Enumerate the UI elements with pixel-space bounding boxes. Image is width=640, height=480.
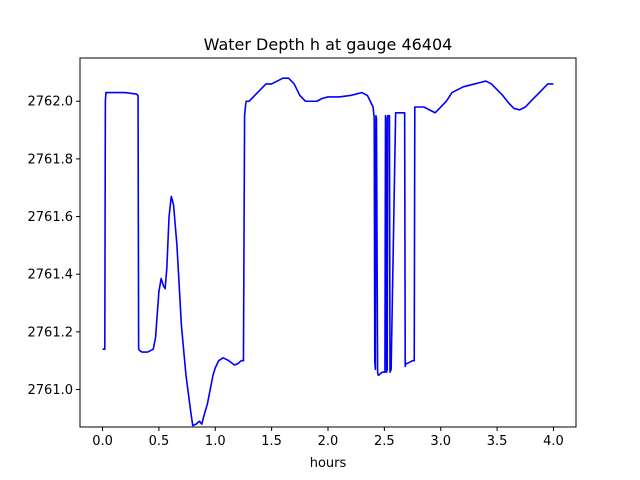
x-tick-label: 1.5: [261, 434, 282, 449]
x-tick-label: 1.0: [205, 434, 226, 449]
x-tick-label: 3.5: [487, 434, 508, 449]
x-tick-label: 2.5: [374, 434, 395, 449]
x-tick-label: 3.0: [430, 434, 451, 449]
x-axis-label: hours: [310, 456, 347, 471]
series-line-0: [102, 77, 554, 427]
axes-frame: [79, 57, 577, 428]
y-tick-label: 2761.2: [28, 325, 74, 340]
x-tick-label: 0.0: [92, 434, 113, 449]
y-tick-label: 2761.4: [28, 268, 74, 283]
y-tick-label: 2761.0: [28, 383, 74, 398]
x-tick-label: 0.5: [149, 434, 170, 449]
chart-title: Water Depth h at gauge 46404: [204, 35, 453, 54]
y-tick-label: 2761.6: [28, 210, 74, 225]
y-tick-label: 2762.0: [28, 95, 74, 110]
plot-area: [102, 77, 554, 427]
x-tick-label: 4.0: [543, 434, 564, 449]
x-tick-label: 2.0: [318, 434, 339, 449]
axis-ticks: 0.0 0.5 1.0 1.5 2.0 2.5 3.0 3.5 4.0 2761.0 2761.2 2…: [28, 95, 564, 449]
y-tick-label: 2761.8: [28, 152, 74, 167]
